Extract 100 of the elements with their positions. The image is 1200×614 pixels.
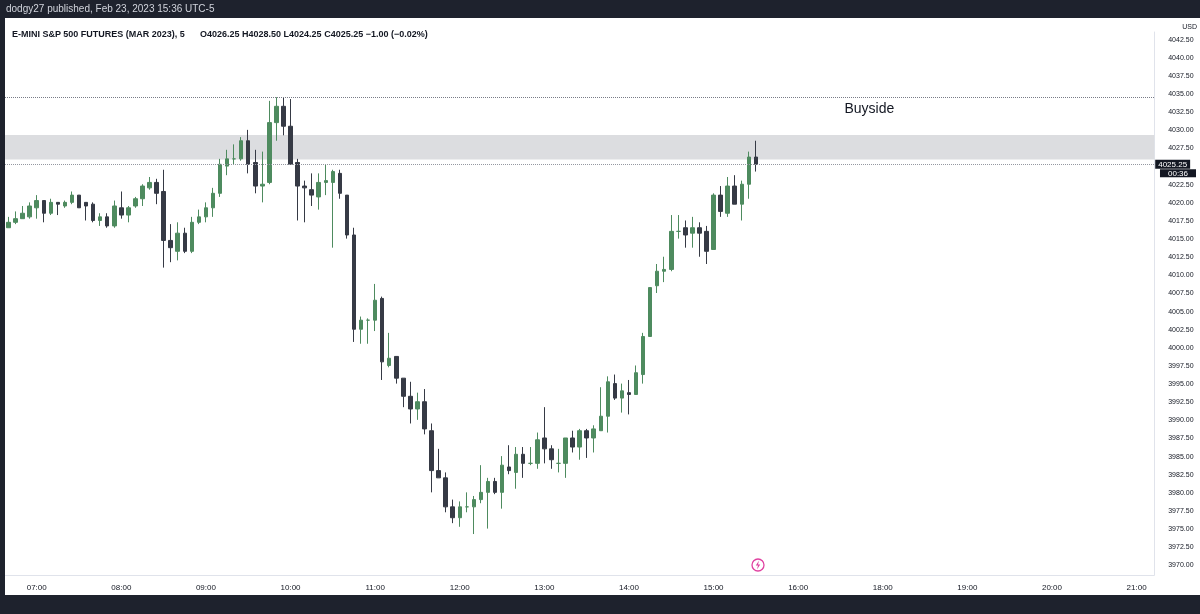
candlestick bbox=[542, 406, 547, 464]
x-tick-label: 10:00 bbox=[280, 582, 302, 592]
candlestick bbox=[373, 283, 377, 332]
candlestick bbox=[70, 190, 74, 205]
candlestick bbox=[754, 140, 758, 173]
candlestick bbox=[683, 219, 688, 249]
candlestick bbox=[211, 187, 215, 218]
candlestick bbox=[190, 216, 194, 254]
candlestick bbox=[429, 422, 434, 493]
candlestick bbox=[91, 201, 95, 223]
candlestick bbox=[253, 149, 258, 194]
text: dodgy27 published, Feb 23, 2023 15:36 UTC-5 bbox=[6, 3, 215, 14]
candlestick bbox=[63, 200, 67, 209]
candlestick bbox=[486, 477, 490, 530]
candlestick bbox=[591, 424, 596, 453]
candlestick bbox=[295, 158, 300, 221]
x-tick-label: 13:00 bbox=[534, 582, 555, 592]
candlestick bbox=[154, 178, 159, 205]
text: 00:36 bbox=[1167, 168, 1189, 178]
candlestick bbox=[577, 428, 582, 461]
candlestick bbox=[563, 437, 568, 479]
candlestick bbox=[747, 151, 751, 200]
candlestick bbox=[662, 256, 666, 283]
candlestick bbox=[500, 455, 504, 510]
x-tick-label: 09:00 bbox=[195, 582, 217, 592]
chart-subtitle: O4026.25 H4028.50 L4024.25 C4025.25 −1.00 (−0.02%) bbox=[200, 29, 428, 39]
candlestick bbox=[493, 477, 497, 495]
candlestick bbox=[352, 227, 356, 343]
candlestick bbox=[218, 158, 222, 198]
candlestick bbox=[380, 296, 384, 381]
candlestick bbox=[197, 209, 201, 225]
candlestick bbox=[13, 210, 18, 225]
candlestick bbox=[34, 194, 39, 220]
candlestick bbox=[479, 464, 483, 504]
candlestick bbox=[140, 183, 145, 207]
x-tick-label: 18:00 bbox=[872, 582, 894, 592]
ref-line-label: 4025.25 bbox=[1158, 159, 1188, 169]
candlestick bbox=[204, 201, 208, 223]
candlestick bbox=[613, 374, 617, 401]
candlestick bbox=[465, 491, 469, 513]
candlestick bbox=[183, 227, 187, 254]
candlestick bbox=[472, 495, 476, 535]
candlestick bbox=[324, 163, 328, 196]
candlestick bbox=[401, 377, 406, 408]
candlestick bbox=[366, 317, 370, 345]
candlestick bbox=[450, 499, 455, 524]
candlestick bbox=[281, 96, 286, 136]
candlestick bbox=[436, 448, 441, 479]
candlestick bbox=[584, 428, 589, 459]
candlestick bbox=[549, 444, 554, 470]
x-tick-label: 11:00 bbox=[365, 582, 386, 592]
candlestick bbox=[147, 176, 152, 191]
chart-title: E-MINI S&P 500 FUTURES (MAR 2023), 5 bbox=[12, 29, 185, 39]
x-tick-label: 21:00 bbox=[1126, 582, 1148, 592]
candlestick bbox=[408, 381, 413, 424]
candlestick bbox=[521, 446, 525, 479]
candlestick bbox=[133, 196, 138, 209]
candlestick bbox=[239, 136, 243, 162]
candlestick bbox=[260, 151, 265, 203]
candlestick bbox=[267, 100, 272, 185]
candlestick bbox=[316, 172, 321, 211]
x-tick-label: 16:00 bbox=[788, 582, 809, 592]
candlestick bbox=[387, 332, 391, 368]
candlestick bbox=[627, 379, 631, 415]
candlestick bbox=[458, 500, 462, 528]
candlestick bbox=[56, 201, 60, 216]
candlestick bbox=[338, 169, 342, 200]
candlestick bbox=[302, 180, 307, 223]
candlestick bbox=[570, 430, 575, 453]
candlestick bbox=[225, 149, 229, 176]
x-tick-label: 08:00 bbox=[111, 582, 132, 592]
x-tick-label: 19:00 bbox=[957, 582, 978, 592]
candlestick bbox=[274, 96, 279, 142]
candlestick bbox=[175, 221, 180, 261]
candlestick bbox=[288, 98, 293, 165]
candlestick bbox=[648, 287, 652, 337]
candlestick bbox=[119, 190, 124, 220]
candlestick bbox=[528, 446, 533, 466]
candlestick bbox=[246, 129, 250, 174]
candlestick bbox=[6, 216, 11, 229]
candlestick bbox=[507, 444, 511, 475]
x-tick-label: 12:00 bbox=[449, 582, 471, 592]
candlestick bbox=[112, 200, 117, 229]
candlestick bbox=[514, 446, 518, 490]
candlestick bbox=[422, 388, 427, 435]
candlestick bbox=[168, 223, 173, 263]
candlestick bbox=[704, 225, 709, 265]
candlestick bbox=[232, 143, 236, 165]
candlestick bbox=[740, 180, 744, 221]
candlestick bbox=[331, 169, 335, 249]
candlestick bbox=[641, 332, 645, 385]
candlestick bbox=[732, 174, 737, 205]
candlestick bbox=[718, 185, 723, 218]
candlestick bbox=[599, 386, 603, 432]
candlestick bbox=[690, 216, 695, 249]
candlestick bbox=[309, 172, 314, 207]
candlestick bbox=[126, 205, 131, 223]
candlestick bbox=[84, 201, 88, 221]
ref-line-label: Buyside bbox=[844, 100, 895, 117]
candlestick bbox=[535, 432, 540, 470]
